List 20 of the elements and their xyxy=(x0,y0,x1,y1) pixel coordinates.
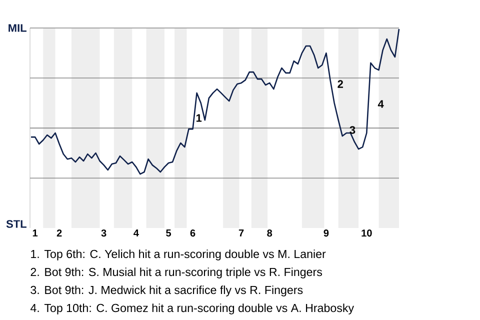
x-tick-label: 1 xyxy=(32,230,38,236)
x-tick-label: 7 xyxy=(238,230,244,236)
text: 1. Top 6th: C. Yelich hit a run-scoring double vs M. Lanier xyxy=(31,250,326,260)
x-tick-label: 5 xyxy=(166,230,172,236)
annotation: 4 xyxy=(378,100,384,108)
x-tick-label: 3 xyxy=(101,230,106,237)
x-tick-label: 6 xyxy=(190,230,196,237)
annotation: 2 xyxy=(338,80,343,88)
x-tick-label: 8 xyxy=(267,230,272,237)
x-tick-label: 10 xyxy=(362,230,372,237)
text: 2. Bot 9th: S. Musial hit a run-scoring triple vs R. Fingers xyxy=(30,268,322,278)
x-tick-label: 2 xyxy=(56,230,62,237)
annotation: 3 xyxy=(350,126,356,134)
text: STL xyxy=(6,220,26,228)
text: MIL xyxy=(8,24,26,32)
x-tick-label: 4 xyxy=(134,230,139,236)
text: 4. Top 10th: C. Gomez hit a run-scoring double vs A. Hrabosky xyxy=(30,304,354,314)
x-tick-label: 9 xyxy=(324,230,329,237)
text: 3. Bot 9th: J. Medwick hit a sacrifice fly vs R. Fingers xyxy=(30,286,303,296)
annotation: 1 xyxy=(196,114,202,122)
